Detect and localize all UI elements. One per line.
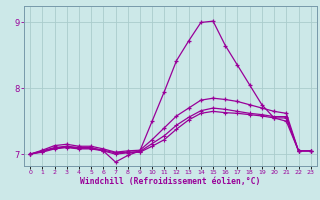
X-axis label: Windchill (Refroidissement éolien,°C): Windchill (Refroidissement éolien,°C) bbox=[80, 177, 260, 186]
